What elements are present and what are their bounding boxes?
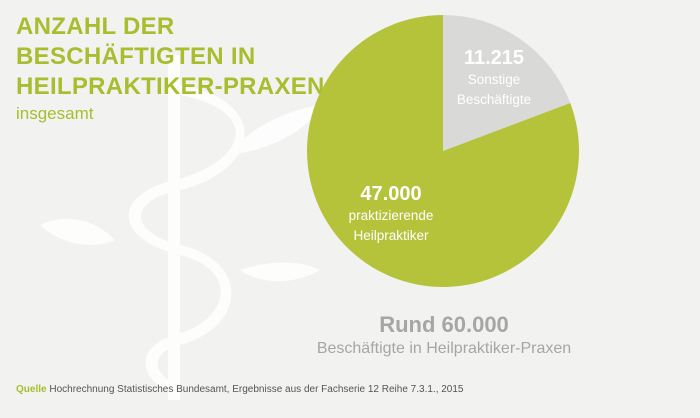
slice-label-heilpraktiker: 47.000 praktizierende Heilpraktiker	[336, 182, 446, 246]
slice-value-heilpraktiker: 47.000	[360, 183, 422, 205]
slice-text-heilpraktiker-1: praktizierende	[348, 208, 434, 223]
total-summary: Rund 60.000 Beschäftigte in Heilpraktike…	[305, 312, 583, 360]
source-label: Quelle	[16, 384, 47, 395]
total-label: Beschäftigte in Heilpraktiker-Praxen	[316, 340, 572, 357]
title-line-2: BESCHÄFTIGTEN IN	[16, 43, 256, 70]
slice-text-heilpraktiker-2: Heilpraktiker	[353, 228, 429, 243]
title-line-1: ANZAHL DER	[16, 13, 175, 40]
pie-slice-heilpraktiker	[307, 15, 579, 287]
slice-label-sonstige: 11.215 Sonstige Beschäftigte	[438, 46, 550, 110]
chart-subtitle: insgesamt	[16, 104, 94, 123]
source-note: Quelle Hochrechnung Statistisches Bundes…	[16, 384, 464, 395]
source-text: Hochrechnung Statistisches Bundesamt, Er…	[49, 384, 464, 395]
slice-text-sonstige-1: Sonstige	[467, 72, 521, 87]
total-value: Rund 60.000	[379, 312, 509, 337]
chart-title: ANZAHL DER BESCHÄFTIGTEN IN HEILPRAKTIKE…	[16, 12, 325, 102]
pie-slice-sonstige	[443, 15, 571, 151]
title-line-3: HEILPRAKTIKER-PRAXEN	[16, 73, 325, 100]
slice-value-sonstige: 11.215	[463, 47, 525, 69]
slice-text-sonstige-2: Beschäftigte	[456, 92, 532, 107]
